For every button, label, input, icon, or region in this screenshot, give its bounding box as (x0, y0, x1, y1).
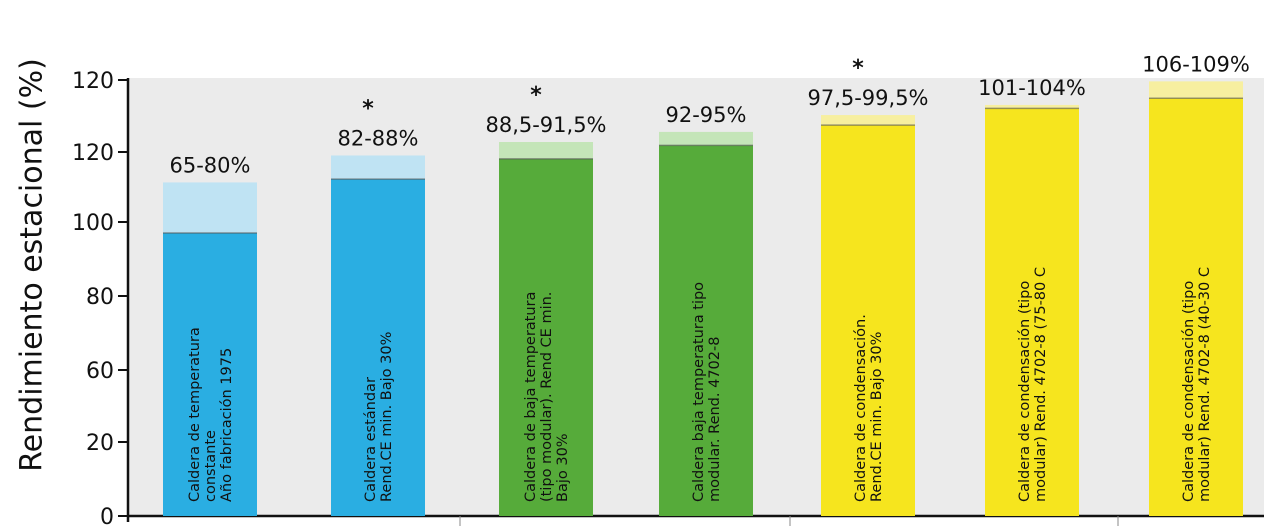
bar-desc-1-1: Rend.CE min. Bajo 30% (379, 332, 395, 502)
bar-desc-2-0: Caldera de baja temperatura (523, 292, 539, 502)
bar-desc-1-0: Caldera estándar (363, 377, 379, 502)
bar-4 (821, 125, 915, 517)
bar-desc-4-1: Rend.CE min. Bajo 30% (869, 332, 885, 502)
bar-desc-6-0: Caldera de condensación (tipo (1181, 281, 1197, 502)
bar-range-label-4: 97,5-99,5% (807, 86, 928, 110)
y-tick-label-2: 100 (72, 211, 114, 236)
bar-range-label-2: 88,5-91,5% (485, 113, 606, 137)
bar-asterisk-4: * (852, 56, 864, 81)
bar-range-label-1: 82-88% (338, 126, 419, 150)
bar-1 (331, 179, 425, 517)
y-tick-label-0: 120 (72, 69, 114, 94)
bar-asterisk-1: * (362, 96, 374, 121)
bar-0 (163, 232, 257, 516)
bar-desc-0-2: Año fabricación 1975 (219, 348, 235, 502)
bar-range-label-6: 106-109% (1142, 52, 1250, 76)
bar-desc-2-1: (tipo modular). Rend CE min. (539, 292, 555, 502)
y-tick-label-5: 20 (86, 431, 114, 456)
y-tick-label-3: 80 (86, 285, 114, 310)
bar-3 (659, 145, 753, 516)
y-tick-label-4: 60 (86, 359, 114, 384)
bar-desc-3-1: modular. Rend. 4702-8 (707, 337, 723, 502)
y-tick-label-1: 120 (72, 141, 114, 166)
bar-range-label-3: 92-95% (666, 103, 747, 127)
bar-range-label-5: 101-104% (978, 76, 1086, 100)
bar-desc-5-0: Caldera de condensación (tipo (1017, 281, 1033, 502)
bar-desc-0-0: Caldera de temperatura (187, 327, 203, 502)
bar-desc-0-1: constante (203, 430, 219, 502)
bar-2 (499, 158, 593, 516)
bar-6 (1149, 98, 1243, 516)
bar-desc-5-1: modular) Rend. 4702-8 (75-80 C (1033, 267, 1049, 502)
bar-range-label-0: 65-80% (170, 153, 251, 177)
bar-desc-6-1: modular) Rend. 4702-8 (40-30 C (1197, 267, 1213, 502)
bar-asterisk-2: * (530, 83, 542, 108)
bar-desc-2-2: Bajo 30% (555, 433, 571, 502)
y-tick-label-6: 0 (100, 505, 114, 530)
bar-5 (985, 108, 1079, 517)
bar-desc-3-0: Caldera baja temperatura tipo (691, 282, 707, 502)
bar-desc-4-0: Caldera de condensación. (853, 314, 869, 502)
